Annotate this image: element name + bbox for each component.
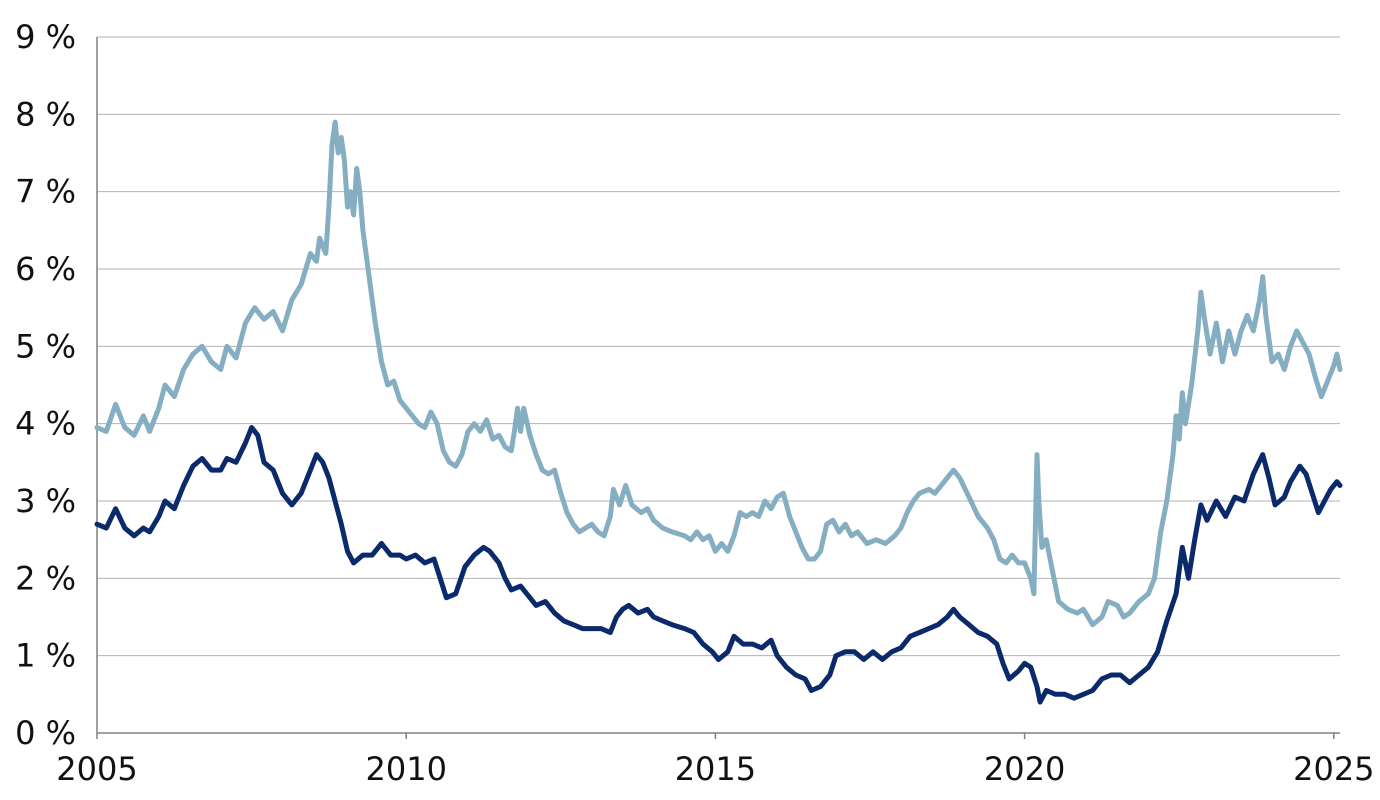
y-tick-label: 8 % bbox=[15, 95, 76, 133]
x-tick-label: 2025 bbox=[1293, 750, 1374, 788]
x-tick-label: 2020 bbox=[984, 750, 1065, 788]
series-line-lower bbox=[94, 425, 1343, 705]
gridlines bbox=[96, 36, 1340, 739]
x-tick-label: 2005 bbox=[56, 750, 137, 788]
y-tick-label: 7 % bbox=[15, 173, 76, 211]
x-tick-label: 2015 bbox=[675, 750, 756, 788]
y-tick-label: 4 % bbox=[15, 405, 76, 443]
x-axis-tick-labels: 2005 2010 2015 2020 2025 bbox=[56, 750, 1374, 788]
x-tick-label: 2010 bbox=[365, 750, 446, 788]
series-lines bbox=[94, 119, 1343, 705]
y-tick-label: 9 % bbox=[15, 18, 76, 56]
y-tick-label: 3 % bbox=[15, 482, 76, 520]
y-tick-label: 5 % bbox=[15, 327, 76, 365]
y-axis-tick-labels: 0 % 1 % 2 % 3 % 4 % 5 % 6 % 7 % 8 % 9 % bbox=[15, 18, 76, 752]
series-line-upper bbox=[94, 119, 1343, 628]
y-tick-label: 0 % bbox=[15, 714, 76, 752]
y-tick-label: 2 % bbox=[15, 559, 76, 597]
y-tick-label: 6 % bbox=[15, 250, 76, 288]
y-tick-label: 1 % bbox=[15, 637, 76, 675]
